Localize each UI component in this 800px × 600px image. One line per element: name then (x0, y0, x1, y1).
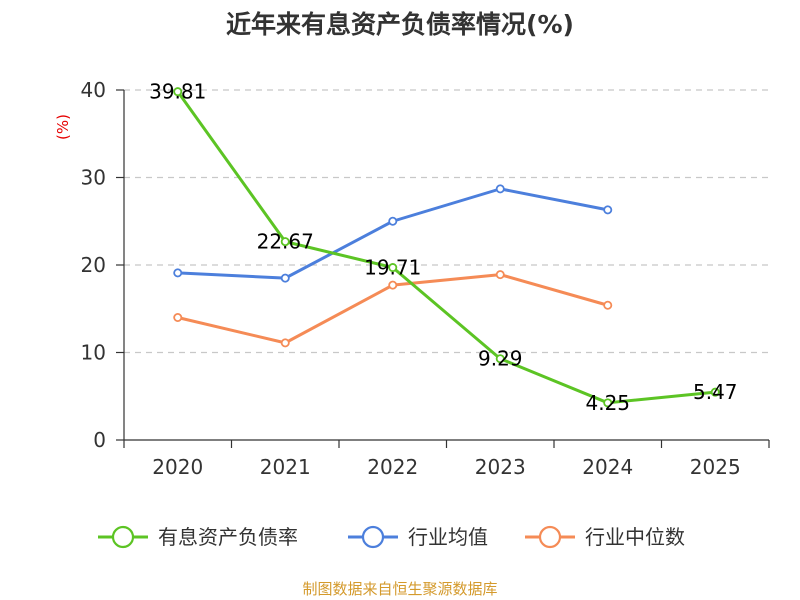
data-point-marker (495, 270, 505, 280)
data-point-marker (280, 273, 290, 283)
x-tick-label: 2022 (367, 455, 418, 479)
data-point-marker (388, 216, 398, 226)
y-tick-label: 30 (81, 166, 106, 190)
data-point-marker (280, 338, 290, 348)
data-label: 22.67 (257, 230, 314, 254)
x-tick-label: 2023 (475, 455, 526, 479)
data-point-marker (173, 87, 183, 97)
x-tick-label: 2020 (152, 455, 203, 479)
y-tick-label: 0 (93, 428, 106, 452)
data-point-marker (603, 205, 613, 215)
y-axis-unit: (%) (54, 114, 72, 140)
x-tick-labels: 2020 2021 2022 2023 2024 2025 (152, 455, 740, 479)
data-point-marker (388, 280, 398, 290)
data-point-marker (173, 268, 183, 278)
data-labels: 39.81 22.67 19.71 9.29 4.25 5.47 (149, 80, 737, 415)
data-point-marker (388, 263, 398, 273)
data-point-marker (495, 184, 505, 194)
data-point-marker (603, 300, 613, 310)
data-label: 4.25 (585, 391, 630, 415)
legend-label: 行业中位数 (585, 525, 685, 549)
series-line-0 (176, 90, 716, 405)
data-point-marker (173, 312, 183, 322)
grid-lines (124, 89, 769, 354)
y-tick-label: 20 (81, 253, 106, 277)
data-point-marker (280, 237, 290, 247)
data-label: 39.81 (149, 80, 206, 104)
series-group (173, 87, 720, 408)
data-point-marker (495, 354, 505, 364)
x-tick-label: 2025 (690, 455, 741, 479)
data-point-marker (710, 387, 720, 397)
x-tick-label: 2024 (582, 455, 633, 479)
legend: 有息资产负债率 行业均值 行业中位数 (98, 525, 685, 549)
data-point-marker (603, 398, 613, 408)
legend-label: 有息资产负债率 (158, 525, 298, 549)
y-tick-label: 40 (81, 78, 106, 102)
chart-title: 近年来有息资产负债率情况(%) (226, 10, 574, 39)
legend-label: 行业均值 (408, 525, 488, 549)
data-label: 9.29 (478, 347, 523, 371)
data-label: 5.47 (693, 380, 738, 404)
x-tick-label: 2021 (260, 455, 311, 479)
legend-marker-icon (538, 525, 562, 549)
axes (116, 89, 770, 448)
legend-marker-icon (111, 525, 135, 549)
y-tick-labels: 0 10 20 30 40 (81, 78, 106, 452)
legend-marker-icon (361, 525, 385, 549)
data-label: 19.71 (364, 256, 421, 280)
source-note: 制图数据来自恒生聚源数据库 (302, 580, 497, 598)
y-tick-label: 10 (81, 341, 106, 365)
